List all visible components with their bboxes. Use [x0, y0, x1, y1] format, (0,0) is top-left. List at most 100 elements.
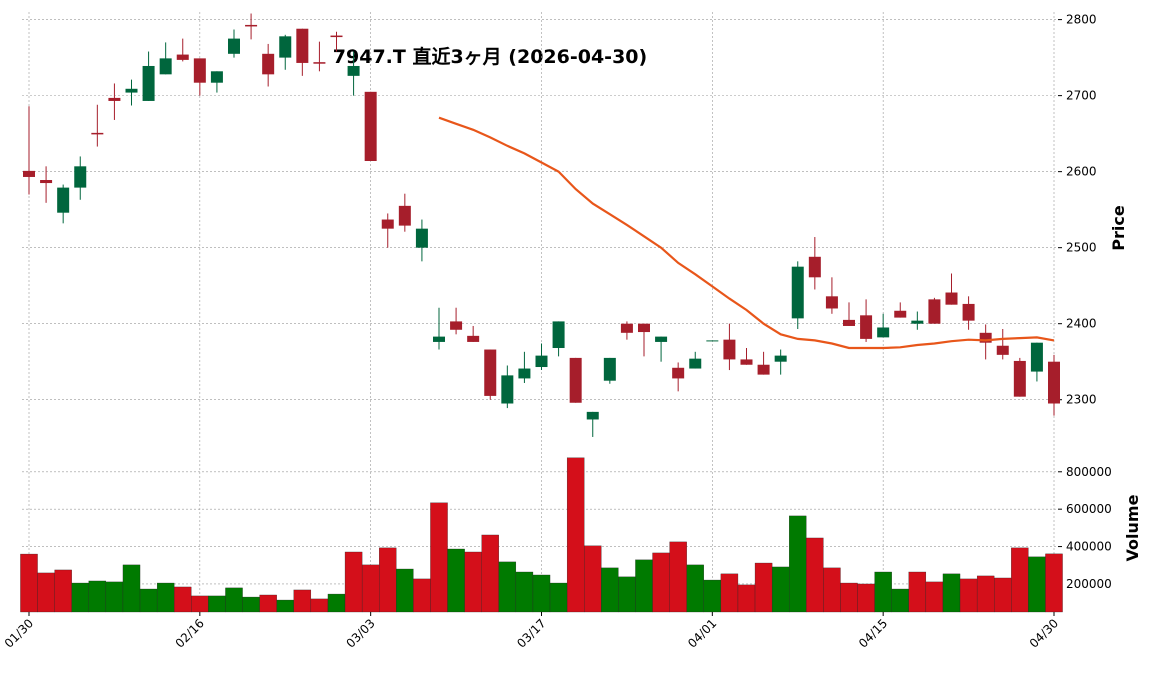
- candle-body: [74, 166, 87, 188]
- volume-bar: [225, 587, 243, 613]
- candle-body: [518, 368, 531, 379]
- candle-body: [40, 180, 53, 184]
- candle-body: [791, 266, 804, 319]
- volume-bar: [310, 598, 329, 613]
- x-tick-label: 04/30: [1027, 616, 1061, 650]
- volume-bar: [720, 573, 739, 613]
- x-tick-label: 03/03: [343, 616, 377, 650]
- candle-body: [364, 91, 377, 162]
- candle-body: [398, 205, 411, 226]
- candle-body: [603, 357, 616, 381]
- volume-bar: [891, 588, 909, 613]
- candle-body: [945, 292, 958, 305]
- volume-bar: [874, 571, 892, 613]
- y-tick-label: 2600: [1066, 165, 1097, 179]
- volume-bar: [925, 581, 944, 613]
- candle-body: [860, 315, 873, 339]
- candle-body: [125, 88, 138, 93]
- volume-bar: [242, 596, 260, 613]
- candle-body: [159, 58, 172, 75]
- volume-bar: [88, 580, 107, 613]
- volume-bar: [174, 586, 192, 613]
- y-tick-label: 2400: [1066, 317, 1097, 331]
- y-tick-label: 2800: [1066, 13, 1097, 27]
- volume-bar: [430, 502, 448, 613]
- y-axis-label: Price: [1109, 205, 1128, 251]
- candle-body: [450, 321, 463, 330]
- candle-body: [142, 65, 155, 101]
- candle-body: [911, 320, 924, 324]
- volume-bar: [601, 567, 619, 613]
- candle-body: [979, 332, 992, 343]
- candle-body: [552, 321, 565, 349]
- volume-bar: [191, 595, 209, 613]
- candle-body: [501, 375, 514, 404]
- volume-bar: [1028, 556, 1046, 613]
- candle-body: [467, 335, 480, 342]
- candle-body: [23, 170, 35, 177]
- candle-body: [689, 358, 702, 369]
- candle-body: [996, 345, 1009, 355]
- volume-bar: [396, 568, 414, 613]
- volume-bar: [771, 566, 790, 613]
- candle-body: [706, 340, 719, 342]
- volume-bar: [806, 537, 824, 613]
- candle-body: [193, 58, 206, 83]
- y-tick-label: 2700: [1066, 89, 1097, 103]
- volume-bar: [1045, 553, 1063, 613]
- volume-bar: [823, 567, 841, 613]
- volume-bar: [37, 572, 55, 613]
- volume-bar: [327, 593, 346, 613]
- volume-bar: [259, 594, 277, 613]
- volume-bar: [344, 551, 363, 613]
- volume-bar: [361, 564, 380, 613]
- volume-bar: [669, 541, 687, 613]
- volume-bar: [959, 578, 978, 613]
- moving-average-line: [438, 116, 1055, 350]
- volume-bar: [122, 564, 141, 613]
- candle-body: [843, 319, 855, 326]
- volume-bar: [1011, 547, 1029, 613]
- candle-body: [228, 38, 240, 54]
- volume-bar: [618, 576, 636, 613]
- volume-bar: [789, 515, 807, 613]
- x-tick-label: 03/17: [514, 616, 548, 650]
- volume-bar: [584, 545, 602, 613]
- volume-bar: [976, 575, 995, 613]
- volume-bar: [942, 573, 961, 613]
- candle-body: [620, 323, 633, 333]
- volume-bar: [754, 562, 773, 613]
- candle-body: [672, 367, 685, 379]
- volume-bar: [566, 457, 585, 613]
- candle-body: [313, 62, 326, 64]
- volume-bar: [413, 578, 431, 613]
- volume-bar: [54, 569, 72, 613]
- volume-axis-label: Volume: [1123, 494, 1142, 561]
- volume-bar: [515, 571, 534, 613]
- volume-bar: [737, 584, 756, 613]
- candle-body: [296, 28, 309, 63]
- candle-body: [262, 53, 275, 75]
- volume-bar: [635, 559, 653, 613]
- x-tick-label: 01/30: [2, 616, 36, 650]
- volume-bar: [994, 577, 1012, 613]
- volume-y-tick-label: 800000: [1066, 465, 1112, 479]
- candle-body: [825, 296, 838, 309]
- volume-bar: [464, 551, 482, 613]
- candle-body: [928, 299, 941, 324]
- candle-body: [569, 357, 582, 403]
- candle-body: [655, 336, 668, 342]
- candle-body: [176, 54, 189, 60]
- candle-body: [962, 303, 975, 321]
- volume-bar: [71, 582, 89, 613]
- candle-body: [586, 411, 599, 420]
- volume-bar: [481, 534, 499, 613]
- candle-body: [108, 97, 121, 101]
- volume-bar: [532, 574, 551, 613]
- candle-body: [723, 339, 736, 360]
- volume-bar: [156, 582, 175, 613]
- chart-title: 7947.T 直近3ヶ月 (2026-04-30): [333, 45, 647, 68]
- volume-bar: [276, 599, 294, 613]
- candle-body: [245, 24, 258, 27]
